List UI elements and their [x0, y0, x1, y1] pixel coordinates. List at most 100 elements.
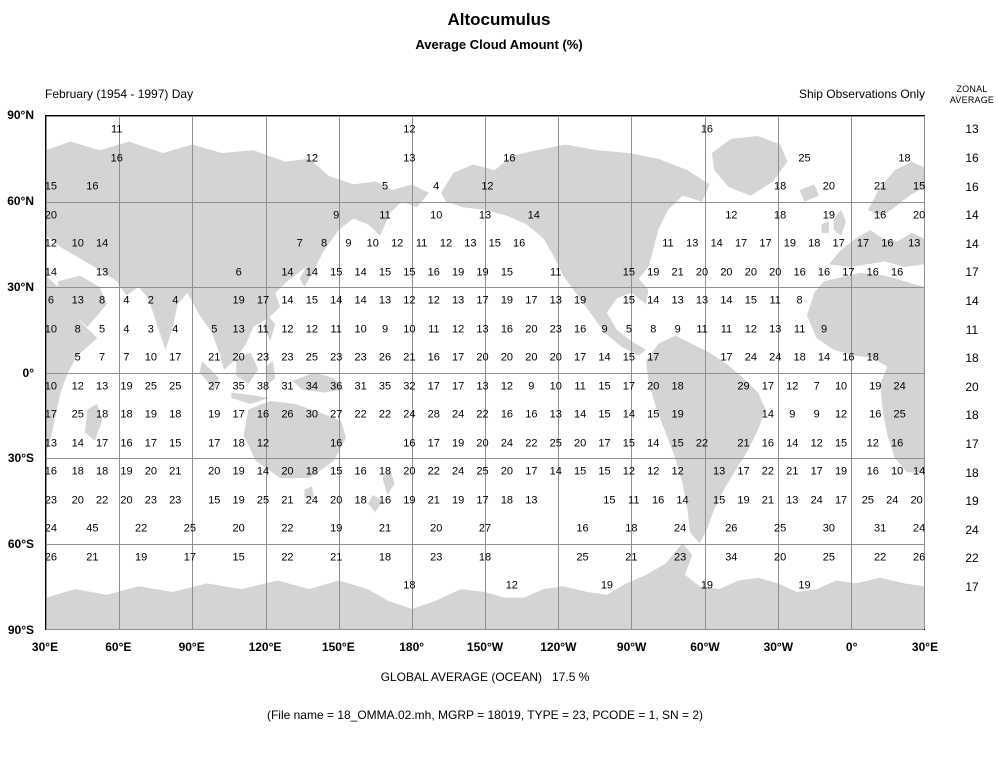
cloud-amount-value: 14 — [647, 294, 660, 307]
cloud-amount-value: 19 — [452, 437, 465, 450]
cloud-amount-value: 14 — [305, 266, 318, 279]
zonal-average-value: 24 — [965, 522, 979, 537]
cloud-amount-value: 24 — [912, 522, 926, 535]
island-greenland — [711, 135, 788, 196]
grid-line-horizontal — [46, 287, 924, 288]
cloud-amount-value: 14 — [281, 294, 294, 307]
latitude-tick-label: 90°S — [7, 623, 34, 637]
cloud-amount-value: 12 — [481, 180, 494, 193]
cloud-amount-value: 14 — [354, 266, 367, 279]
cloud-amount-value: 20 — [647, 380, 660, 393]
cloud-amount-value: 27 — [208, 380, 221, 393]
cloud-amount-value: 18 — [378, 465, 392, 478]
cloud-amount-value: 2 — [147, 294, 154, 307]
cloud-amount-value: 9 — [813, 408, 820, 421]
cloud-amount-value: 23 — [144, 494, 157, 507]
cloud-amount-value: 12 — [281, 323, 294, 336]
cloud-amount-value: 23 — [354, 351, 367, 364]
cloud-amount-value: 17 — [452, 351, 465, 364]
cloud-amount-value: 18 — [625, 522, 638, 535]
cloud-amount-value: 12 — [305, 323, 318, 336]
zonal-average-value: 17 — [965, 580, 979, 595]
cloud-amount-value: 24 — [452, 465, 465, 478]
cloud-amount-value: 11 — [574, 380, 586, 393]
cloud-amount-value: 25 — [893, 408, 906, 421]
cloud-amount-value: 25 — [256, 494, 270, 507]
cloud-amount-value: 19 — [144, 408, 157, 421]
cloud-amount-value: 10 — [403, 323, 416, 336]
cloud-amount-value: 16 — [866, 266, 879, 279]
cloud-amount-value: 9 — [528, 380, 535, 393]
cloud-amount-value: 17 — [737, 465, 750, 478]
cloud-amount-value: 21 — [873, 180, 887, 193]
cloud-amount-value: 23 — [673, 551, 687, 564]
cloud-amount-value: 9 — [674, 323, 681, 336]
cloud-amount-value: 15 — [671, 437, 684, 450]
figure-subtitle: Average Cloud Amount (%) — [415, 37, 583, 52]
island-tasmania — [304, 486, 315, 498]
longitude-tick-label: 60°W — [690, 640, 720, 654]
zonal-average-value: 16 — [965, 179, 979, 194]
cloud-amount-value: 15 — [912, 180, 926, 193]
cloud-amount-value: 16 — [700, 123, 714, 136]
cloud-amount-value: 18 — [95, 408, 109, 421]
cloud-amount-value: 14 — [598, 351, 611, 364]
latitude-tick-label: 60°N — [7, 193, 34, 208]
cloud-amount-value: 16 — [761, 437, 775, 450]
cloud-amount-value: 18 — [120, 408, 133, 421]
island-sumatra — [199, 361, 220, 390]
cloud-amount-value: 35 — [232, 380, 245, 393]
grid-line-horizontal — [46, 372, 924, 374]
cloud-amount-value: 31 — [873, 522, 887, 535]
cloud-amount-value: 38 — [256, 380, 270, 393]
cloud-amount-value: 19 — [232, 465, 245, 478]
zonal-average-value: 13 — [965, 122, 979, 137]
cloud-amount-value: 24 — [810, 494, 823, 507]
cloud-amount-value: 21 — [427, 494, 440, 507]
cloud-amount-value: 11 — [111, 123, 123, 136]
cloud-amount-value: 19 — [834, 465, 848, 478]
cloud-amount-value: 19 — [647, 266, 660, 279]
cloud-amount-value: 15 — [44, 180, 57, 193]
cloud-amount-value: 24 — [886, 494, 899, 507]
cloud-amount-value: 13 — [908, 237, 921, 250]
cloud-amount-value: 9 — [333, 209, 340, 222]
cloud-amount-value: 17 — [476, 494, 489, 507]
zonal-average-value: 19 — [965, 494, 979, 509]
island-borneo — [236, 352, 259, 384]
cloud-amount-value: 10 — [44, 380, 57, 393]
cloud-amount-value: 14 — [676, 494, 689, 507]
cloud-amount-value: 13 — [476, 323, 489, 336]
cloud-amount-value: 18 — [232, 437, 245, 450]
cloud-amount-value: 20 — [525, 351, 538, 364]
island-madagascar — [85, 403, 103, 441]
cloud-amount-value: 19 — [600, 579, 614, 592]
cloud-amount-value: 14 — [527, 209, 540, 222]
cloud-amount-value: 17 — [525, 294, 538, 307]
cloud-amount-value: 20 — [769, 266, 782, 279]
cloud-amount-value: 13 — [378, 294, 392, 307]
cloud-amount-value: 15 — [598, 380, 611, 393]
cloud-amount-value: 21 — [169, 465, 182, 478]
cloud-amount-value: 25 — [773, 522, 787, 535]
cloud-amount-value: 12 — [403, 294, 416, 307]
cloud-amount-value: 18 — [95, 465, 109, 478]
cloud-amount-value: 13 — [403, 152, 416, 165]
cloud-amount-value: 19 — [500, 294, 514, 307]
cloud-amount-value: 20 — [573, 437, 587, 450]
cloud-amount-value: 21 — [737, 437, 750, 450]
cloud-amount-value: 20 — [430, 522, 443, 535]
cloud-amount-value: 8 — [74, 323, 81, 336]
cloud-amount-value: 20 — [695, 266, 709, 279]
cloud-amount-value: 11 — [379, 209, 391, 222]
cloud-amount-value: 14 — [281, 266, 294, 279]
cloud-amount-value: 11 — [628, 494, 640, 507]
cloud-amount-value: 10 — [834, 380, 848, 393]
cloud-amount-value: 17 — [598, 437, 611, 450]
cloud-amount-value: 24 — [452, 408, 465, 421]
cloud-amount-value: 34 — [725, 551, 738, 564]
cloud-amount-value: 17 — [622, 380, 636, 393]
cloud-amount-value: 4 — [123, 323, 130, 336]
cloud-amount-value: 11 — [428, 323, 440, 336]
cloud-amount-value: 16 — [120, 437, 133, 450]
